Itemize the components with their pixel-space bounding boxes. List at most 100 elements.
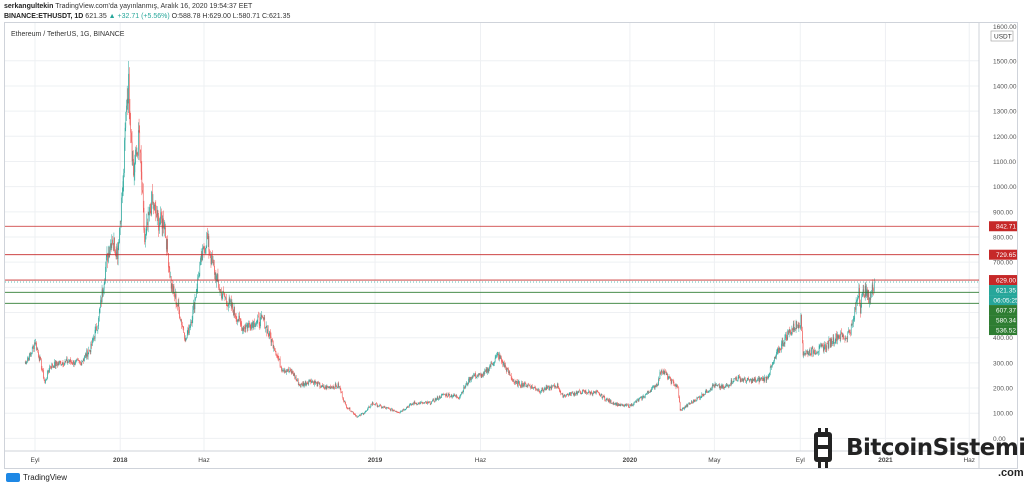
candle-body — [390, 409, 391, 411]
candle-body — [528, 384, 529, 386]
candle-body — [850, 324, 852, 334]
candle-body — [175, 294, 176, 298]
candle-body — [171, 283, 173, 289]
candle-body — [226, 297, 227, 302]
candle-body — [509, 371, 511, 376]
candle-body — [78, 360, 80, 362]
candle-body — [483, 373, 485, 374]
candle-body — [662, 371, 664, 374]
candle-body — [277, 355, 278, 357]
candle-body — [78, 359, 79, 361]
price-tag-label: 536.52 — [996, 328, 1016, 335]
candle-body — [299, 384, 300, 386]
candle-body — [767, 377, 768, 379]
candle-body — [527, 384, 529, 387]
candle-body — [720, 386, 721, 389]
candle-body — [844, 338, 846, 340]
price-tag — [989, 285, 1017, 296]
candle-body — [500, 357, 502, 359]
candle-body — [98, 312, 100, 318]
candle-body — [125, 112, 127, 128]
candle-body — [364, 412, 365, 414]
candle-body — [665, 372, 667, 375]
candle-body — [705, 389, 707, 393]
candle-body — [731, 380, 733, 384]
candle-body — [411, 403, 412, 405]
candle-body — [633, 402, 635, 405]
candle-body — [351, 411, 352, 413]
candle-body — [311, 380, 313, 382]
candle-body — [811, 347, 813, 349]
candle-body — [842, 334, 844, 338]
candle-body — [456, 395, 458, 398]
candle-body — [300, 385, 301, 387]
candle-body — [686, 404, 688, 407]
candle-body — [853, 318, 855, 320]
candle-body — [726, 385, 728, 386]
candle-body — [61, 364, 62, 366]
candle-body — [675, 385, 677, 388]
candle-body — [595, 391, 596, 393]
candle-body — [519, 385, 521, 387]
candle-body — [499, 354, 500, 360]
candle-body — [84, 354, 86, 356]
candle-body — [834, 342, 835, 344]
candle-body — [730, 384, 731, 386]
candle-body — [73, 360, 74, 364]
candle-body — [428, 402, 430, 404]
candle-body — [856, 300, 858, 302]
candle-body — [462, 391, 464, 394]
candle-body — [389, 408, 391, 410]
countdown-tag — [989, 295, 1017, 306]
candle-body — [455, 395, 457, 397]
candle-body — [466, 382, 468, 385]
candle-body — [718, 384, 720, 389]
candle-body — [660, 372, 661, 375]
candle-body — [646, 393, 647, 395]
watermark-suffix: .com — [998, 467, 1024, 479]
candle-body — [329, 386, 330, 388]
candle-body — [612, 403, 613, 404]
candle-body — [323, 385, 325, 389]
candle-body — [276, 355, 277, 356]
candle-body — [30, 354, 32, 355]
price-chart[interactable]: 0.00100.00200.00300.00400.00500.00600.00… — [5, 23, 1017, 468]
candle-body — [385, 407, 387, 409]
candle-body — [94, 329, 96, 339]
candle-body — [360, 413, 362, 416]
candle-body — [156, 210, 158, 217]
candle-body — [394, 410, 396, 412]
candle-body — [461, 391, 462, 395]
candle-body — [182, 326, 184, 329]
candle-body — [326, 386, 328, 390]
candle-body — [862, 289, 864, 293]
candle-body — [797, 324, 798, 326]
candle-body — [230, 300, 231, 302]
candle-body — [366, 410, 367, 412]
candle-body — [392, 410, 394, 412]
candle-body — [521, 382, 522, 387]
candle-body — [189, 327, 190, 334]
candle-body — [352, 411, 354, 413]
candle-body — [101, 289, 103, 303]
candle-body — [736, 377, 738, 381]
candle-body — [582, 390, 584, 391]
candle-body — [816, 352, 817, 354]
candle-body — [769, 372, 770, 376]
candle-body — [29, 353, 30, 361]
candle-body — [615, 402, 617, 406]
candle-body — [532, 386, 534, 389]
candle-body — [539, 391, 541, 393]
candle-body — [217, 274, 219, 282]
candle-body — [316, 382, 318, 387]
candle-body — [256, 322, 257, 324]
candle-body — [155, 206, 157, 214]
candle-body — [540, 391, 541, 393]
candle-body — [369, 406, 371, 408]
candle-body — [392, 408, 393, 412]
chart-frame[interactable]: 0.00100.00200.00300.00400.00500.00600.00… — [4, 22, 1018, 469]
candle-body — [450, 395, 452, 397]
candle-body — [254, 326, 256, 328]
candle-body — [837, 335, 839, 339]
candle-body — [624, 405, 625, 407]
